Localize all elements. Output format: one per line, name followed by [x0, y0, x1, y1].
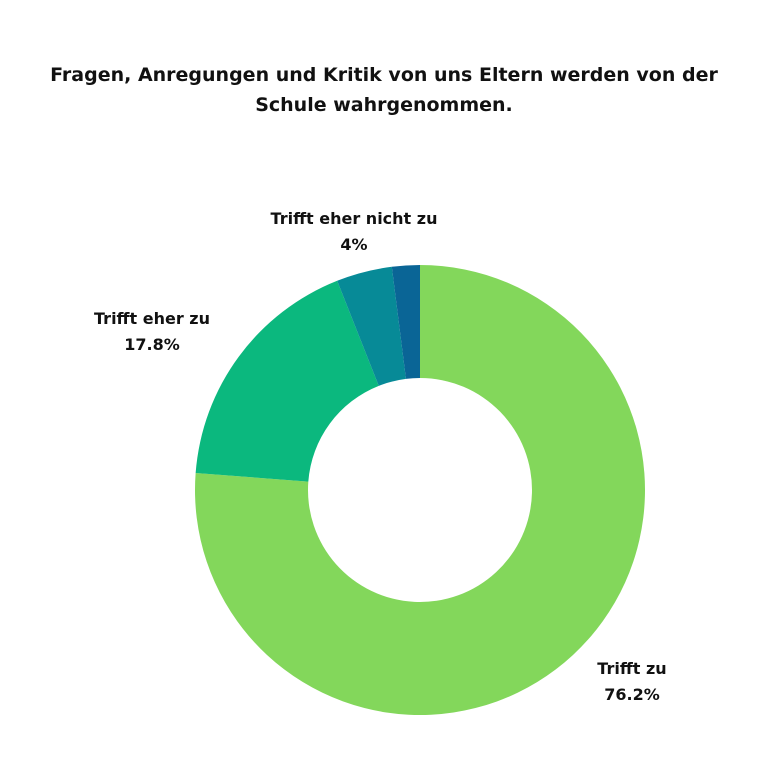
- chart-title-line-1: Fragen, Anregungen und Kritik von uns El…: [50, 64, 718, 86]
- slice-label-name-1: Trifft zu: [597, 659, 666, 678]
- slice-label-value-1: 76.2%: [604, 685, 660, 704]
- donut-slice-1: [195, 265, 646, 716]
- chart-title: Fragen, Anregungen und Kritik von uns El…: [40, 60, 728, 120]
- donut-slice-3: [337, 266, 406, 386]
- slice-label-name-2: Trifft eher zu: [94, 309, 210, 328]
- chart-title-line-2: Schule wahrgenommen.: [255, 94, 513, 116]
- slice-label-value-2: 17.8%: [124, 335, 180, 354]
- slice-label-name-3: Trifft eher nicht zu: [271, 209, 438, 228]
- donut-slice-4: [391, 265, 420, 379]
- slice-labels: Trifft zu 76.2% Trifft eher zu 17.8% Trifft …: [94, 209, 667, 704]
- slice-label-value-3: 4%: [340, 235, 367, 254]
- donut-slices: [195, 265, 646, 716]
- donut-slice-2: [195, 280, 379, 482]
